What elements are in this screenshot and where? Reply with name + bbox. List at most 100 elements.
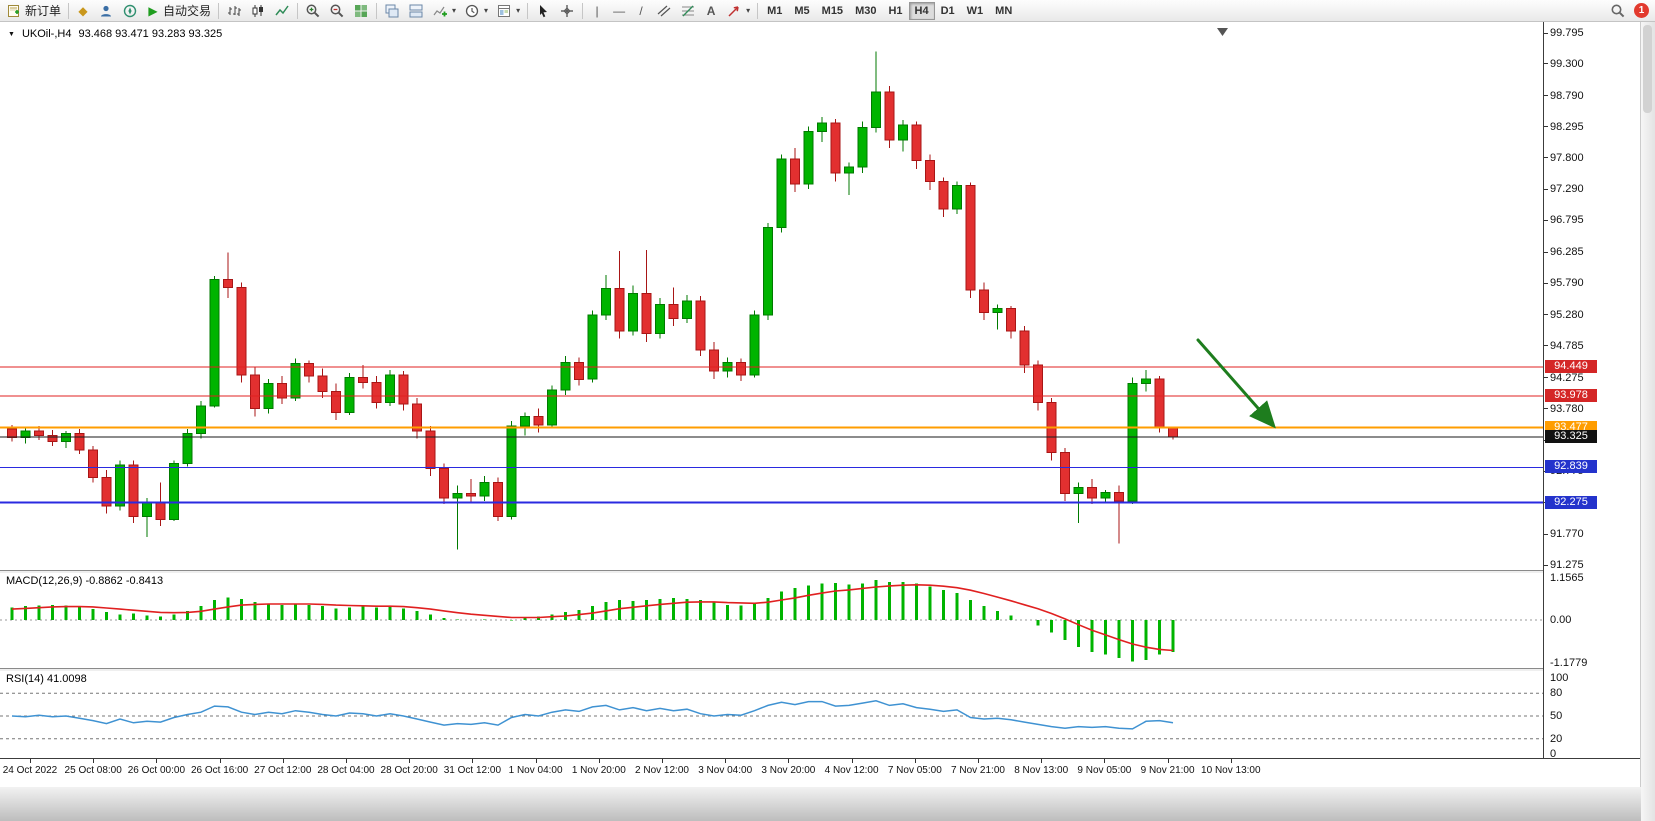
time-tick-mark	[1104, 759, 1106, 763]
timeframe-d1[interactable]: D1	[940, 4, 955, 17]
crosshair-button[interactable]	[555, 0, 579, 22]
price-tick-mark	[1544, 314, 1548, 316]
data-window-button[interactable]	[94, 0, 118, 22]
pane-separator[interactable]	[0, 668, 1641, 671]
tile-windows-icon	[355, 4, 368, 17]
channel-tool-button[interactable]	[652, 0, 676, 22]
notification-badge[interactable]: 1	[1634, 3, 1649, 18]
time-tick-mark	[535, 759, 537, 763]
timeframe-h4[interactable]: H4	[908, 1, 935, 20]
vline-tool-icon: |	[595, 3, 599, 18]
time-label: 31 Oct 12:00	[443, 765, 502, 776]
new-order-label: 新订单	[25, 4, 62, 18]
price-tick-label: 91.770	[1550, 528, 1584, 541]
time-tick-mark	[30, 759, 31, 763]
timeframe-mn[interactable]: MN	[995, 4, 1013, 17]
time-label: 26 Oct 16:00	[190, 765, 249, 776]
price-tick-label: 99.795	[1550, 27, 1584, 39]
line-chart-icon	[275, 5, 289, 15]
new-order-button[interactable]: 新订单	[2, 0, 65, 22]
candlestick-chart-button[interactable]	[246, 0, 270, 22]
price-tick-label: 94.275	[1550, 371, 1584, 384]
periods-button[interactable]: ▾	[460, 0, 492, 22]
timeframe-h1[interactable]: H1	[888, 4, 903, 17]
cascade-windows-button[interactable]	[380, 0, 404, 22]
timeframe-m5[interactable]: M5	[794, 4, 810, 17]
time-tick-mark	[93, 759, 95, 763]
arrows-caret-icon: ▾	[746, 6, 751, 15]
tile-windows-button[interactable]	[349, 0, 373, 22]
price-tick-mark	[1544, 63, 1548, 65]
macd-chart-canvas[interactable]	[0, 572, 1543, 668]
arrows-tool-button[interactable]: ▾	[722, 0, 754, 22]
toolbar-separator	[757, 2, 759, 19]
trendline-tool-button[interactable]: /	[630, 0, 652, 22]
price-tick-label: 96.795	[1550, 214, 1584, 227]
search-icon	[1611, 4, 1625, 17]
price-tick-mark	[1544, 377, 1548, 379]
price-tick-label: 95.280	[1550, 308, 1584, 321]
navigator-button[interactable]	[118, 0, 142, 22]
line-chart-button[interactable]	[270, 0, 294, 22]
timeframe-m1[interactable]: M1	[767, 4, 783, 17]
templates-button[interactable]: ▾	[492, 0, 524, 22]
time-label: 4 Nov 12:00	[824, 765, 879, 776]
indicators-button[interactable]: ▾	[428, 0, 460, 22]
time-tick-mark	[409, 759, 411, 763]
time-tick-mark	[156, 759, 158, 763]
zoom-in-icon	[306, 4, 320, 17]
toolbar-separator	[376, 2, 378, 19]
text-tool-button[interactable]: A	[700, 0, 722, 22]
timeframe-m30[interactable]: M30	[855, 4, 877, 17]
annotation-arrow	[1196, 338, 1276, 429]
timeframe-w1[interactable]: W1	[966, 4, 984, 17]
bar-chart-button[interactable]	[222, 0, 246, 22]
autotrading-icon: ▶	[148, 3, 158, 18]
price-tick-mark	[1544, 157, 1548, 159]
rsi-tick-label: 100	[1550, 672, 1569, 684]
time-label: 7 Nov 21:00	[951, 765, 1005, 776]
price-tick-mark	[1544, 126, 1548, 128]
time-tick-mark	[1230, 759, 1232, 763]
zoom-out-button[interactable]	[325, 0, 349, 22]
zoom-in-button[interactable]	[301, 0, 325, 22]
horizontal-line-tool-button[interactable]: —	[608, 0, 630, 22]
arrange-windows-icon	[409, 4, 423, 17]
main-chart-canvas[interactable]	[0, 24, 1543, 570]
navigator-icon	[123, 4, 137, 17]
vertical-scrollbar[interactable]	[1640, 22, 1655, 821]
vertical-line-tool-button[interactable]: |	[586, 0, 608, 22]
toolbar-separator	[218, 2, 220, 19]
rsi-indicator-label: RSI(14) 41.0098	[6, 673, 87, 685]
toolbar-separator	[582, 2, 584, 19]
price-tick-label: 98.790	[1550, 89, 1584, 102]
hline-tool-icon: —	[613, 3, 626, 18]
scrollbar-thumb[interactable]	[1643, 25, 1652, 113]
rsi-tick-label: 0	[1550, 748, 1557, 760]
fibonacci-tool-button[interactable]	[676, 0, 700, 22]
arrange-windows-button[interactable]	[404, 0, 428, 22]
timeframe-m15[interactable]: M15	[821, 4, 844, 17]
time-axis[interactable]: 24 Oct 2022 25 Oct 08:00 26 Oct 00:00 26 Oc…	[0, 758, 1641, 788]
time-tick-mark	[1041, 759, 1043, 763]
price-tick-label: 97.290	[1550, 183, 1584, 196]
templates-icon	[498, 4, 511, 17]
price-tick-label: 96.285	[1550, 246, 1584, 259]
time-tick-mark	[219, 759, 221, 763]
autotrading-button[interactable]: ▶ 自动交易	[142, 0, 215, 22]
time-label: 3 Nov 04:00	[698, 765, 753, 776]
market-watch-button[interactable]: ◆	[72, 0, 94, 22]
time-label: 25 Oct 08:00	[64, 765, 122, 776]
time-label: 1 Nov 04:00	[508, 765, 563, 776]
price-tag: 93.978	[1545, 389, 1597, 403]
symbol-menu-icon[interactable]: ▼	[8, 30, 15, 38]
macd-tick-label: 0.00	[1550, 614, 1572, 626]
time-tick-mark	[914, 759, 916, 763]
symbol-info: ▼ UKOil-,H4 93.468 93.471 93.283 93.325	[8, 28, 222, 40]
rsi-chart-canvas[interactable]	[0, 670, 1543, 758]
cursor-button[interactable]	[531, 0, 555, 22]
symbol-search-button[interactable]	[1606, 0, 1630, 22]
pane-separator[interactable]	[0, 570, 1641, 573]
price-tick-mark	[1544, 251, 1548, 253]
price-axis[interactable]: 99.795 99.300 98.790 98.295 97.800 97.290 96.7…	[1543, 22, 1642, 787]
